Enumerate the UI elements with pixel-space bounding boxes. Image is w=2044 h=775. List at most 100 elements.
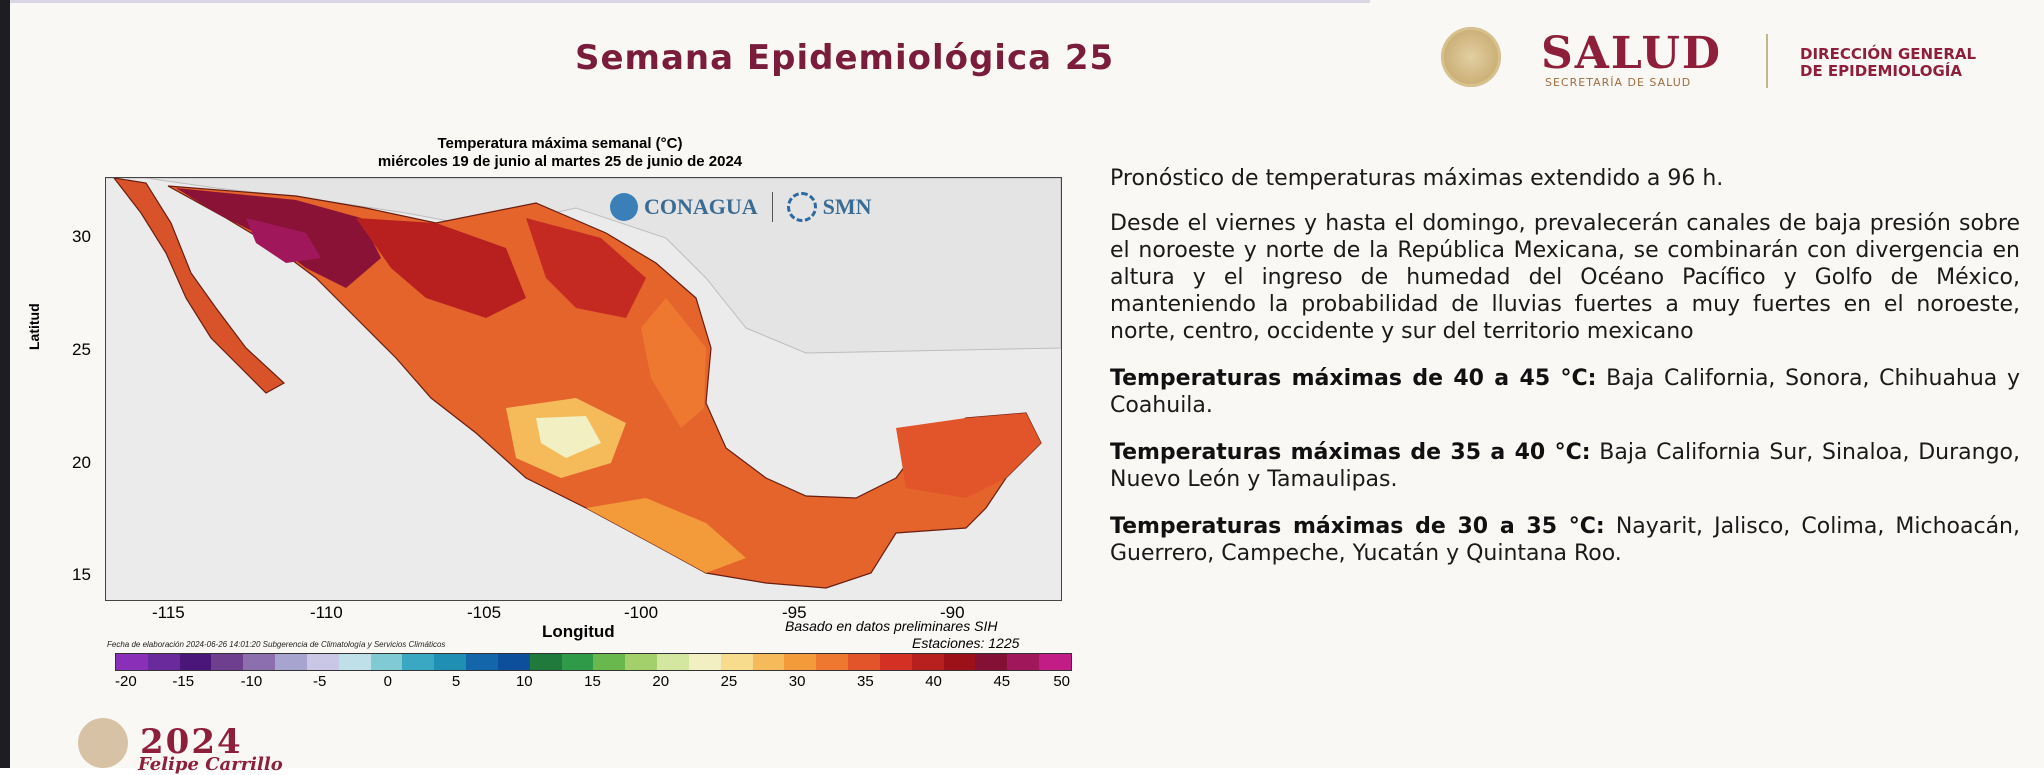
window-edge xyxy=(0,0,10,768)
range-states: Nayarit, Jalisco, Colima, Michoacán, Gue… xyxy=(1110,514,2020,566)
colorbar-swatch xyxy=(306,654,339,670)
y-tick-20: 20 xyxy=(72,453,91,472)
colorbar-swatch xyxy=(338,654,371,670)
colorbar-tick-label: 35 xyxy=(857,673,874,690)
colorbar-swatch xyxy=(593,654,626,670)
temperature-range-35-40: Temperaturas máximas de 35 a 40 °C: Baja… xyxy=(1110,439,2020,493)
colorbar-swatch xyxy=(179,654,212,670)
mexico-temperature-map xyxy=(106,178,1061,600)
map-plot-area xyxy=(105,177,1062,601)
colorbar-swatch xyxy=(720,654,753,670)
colorbar-tick-label: 5 xyxy=(451,673,461,690)
colorbar-swatch xyxy=(402,654,435,670)
colorbar-swatch xyxy=(911,654,944,670)
colorbar-tick-label: 30 xyxy=(788,673,806,690)
colorbar-swatch xyxy=(116,654,148,670)
colorbar-swatch xyxy=(561,654,594,670)
usa-landmass xyxy=(106,178,1061,354)
logo-separator xyxy=(771,192,773,222)
colorbar-swatch xyxy=(211,654,244,670)
colorbar-swatch xyxy=(657,654,689,670)
data-source-note: Basado en datos preliminares SIH xyxy=(785,618,998,634)
colorbar-tick-label: -15 xyxy=(172,673,195,690)
conagua-label: CONAGUA xyxy=(644,194,758,219)
southern-mexico-zone xyxy=(586,498,746,573)
year-logo: 2024 xyxy=(140,722,243,762)
baja-california-region xyxy=(113,178,286,394)
colorbar-swatch xyxy=(688,654,721,670)
x-tick-90: -90 xyxy=(940,603,965,622)
x-tick-115: -115 xyxy=(152,603,185,622)
temperature-map-figure: Temperatura máxima semanal (°C) miércole… xyxy=(26,135,1090,695)
colorbar-swatch xyxy=(625,654,658,670)
colorbar-labels: -20 -15 -10 -5 0 5 10 15 20 25 30 35 40 45 50 xyxy=(115,673,1070,693)
top-divider xyxy=(10,0,1370,3)
colorbar-swatch xyxy=(816,654,849,670)
colorbar-swatch xyxy=(1039,654,1071,670)
colorbar-swatch xyxy=(434,654,467,670)
colorbar-swatch xyxy=(848,654,880,670)
felipe-carrillo-portrait-icon xyxy=(78,718,128,768)
yucatan-region xyxy=(896,413,1041,498)
slide-title: Semana Epidemiológica 25 xyxy=(575,38,1115,78)
national-seal-icon xyxy=(1441,27,1501,87)
coahuila-hot-zone xyxy=(526,218,646,318)
smn-label: SMN xyxy=(822,194,872,219)
conagua-logo: CONAGUA SMN xyxy=(610,192,872,222)
x-tick-105: -105 xyxy=(467,603,502,622)
colorbar-swatch xyxy=(466,654,498,670)
colorbar-swatch xyxy=(752,654,785,670)
gulf-coast-zone xyxy=(641,298,706,428)
chihuahua-hot-zone xyxy=(356,218,526,318)
colorbar-swatch xyxy=(275,654,307,670)
sonora-peak-zone xyxy=(246,218,321,263)
colorbar-tick-label: 0 xyxy=(383,673,393,690)
colorbar-swatch xyxy=(879,654,912,670)
forecast-description: Desde el viernes y hasta el domingo, pre… xyxy=(1110,211,2020,344)
x-tick-110: -110 xyxy=(310,603,343,622)
conagua-icon xyxy=(610,193,638,221)
range-label: Temperaturas máximas de 35 a 40 °C: xyxy=(1110,440,1591,465)
colorbar-swatch xyxy=(943,654,976,670)
salud-logo: SALUD xyxy=(1541,28,1722,79)
colorbar-swatch xyxy=(497,654,530,670)
colorbar-swatch xyxy=(784,654,817,670)
colorbar-tick-label: 20 xyxy=(652,673,670,690)
dge-logo: DIRECCIÓN GENERAL DE EPIDEMIOLOGÍA xyxy=(1800,46,1976,80)
central-highlands-cool-zone xyxy=(536,416,601,458)
station-count-note: Estaciones: 1225 xyxy=(912,635,1020,651)
logo-divider xyxy=(1766,34,1768,88)
map-title-line2: miércoles 19 de junio al martes 25 de ju… xyxy=(377,153,743,170)
colorbar-tick-label: 15 xyxy=(584,673,601,690)
colorbar-swatch xyxy=(1007,654,1040,670)
range-states: Baja California, Sonora, Chihuahua y Coa… xyxy=(1110,366,2020,418)
colorbar-tick-label: -5 xyxy=(312,673,327,690)
forecast-heading: Pronóstico de temperaturas máximas exten… xyxy=(1110,166,1724,191)
year-logo-name: Felipe Carrillo xyxy=(138,754,283,775)
salud-logo-subtitle: SECRETARÍA DE SALUD xyxy=(1545,76,1692,89)
colorbar-swatch xyxy=(243,654,276,670)
x-tick-95: -95 xyxy=(782,603,807,622)
dge-logo-line2: DE EPIDEMIOLOGÍA xyxy=(1800,62,1962,80)
range-label: Temperaturas máximas de 40 a 45 °C: xyxy=(1110,366,1597,391)
dge-logo-line1: DIRECCIÓN GENERAL xyxy=(1800,45,1977,63)
colorbar-swatch xyxy=(147,654,180,670)
temperature-range-30-35: Temperaturas máximas de 30 a 35 °C: Naya… xyxy=(1110,513,2020,567)
colorbar-swatch xyxy=(975,654,1008,670)
smn-icon xyxy=(786,192,817,222)
y-tick-30: 30 xyxy=(72,227,91,246)
colorbar-swatch xyxy=(529,654,562,670)
x-tick-100: -100 xyxy=(624,603,659,622)
colorbar-tick-label: 10 xyxy=(515,673,533,690)
map-title-line1: Temperatura máxima semanal (°C) xyxy=(437,135,683,152)
y-tick-15: 15 xyxy=(72,565,91,584)
y-tick-25: 25 xyxy=(72,340,91,359)
colorbar-tick-label: -10 xyxy=(240,673,263,690)
colorbar-tick-label: 40 xyxy=(925,673,942,690)
colorbar-tick-label: 25 xyxy=(720,673,738,690)
map-credit: Fecha de elaboración 2024-06-26 14:01:20… xyxy=(107,640,446,649)
forecast-text-panel: Pronóstico de temperaturas máximas exten… xyxy=(1110,165,2020,587)
colorbar-tick-label: 45 xyxy=(993,673,1011,690)
y-axis-label: Latitud xyxy=(26,303,42,350)
